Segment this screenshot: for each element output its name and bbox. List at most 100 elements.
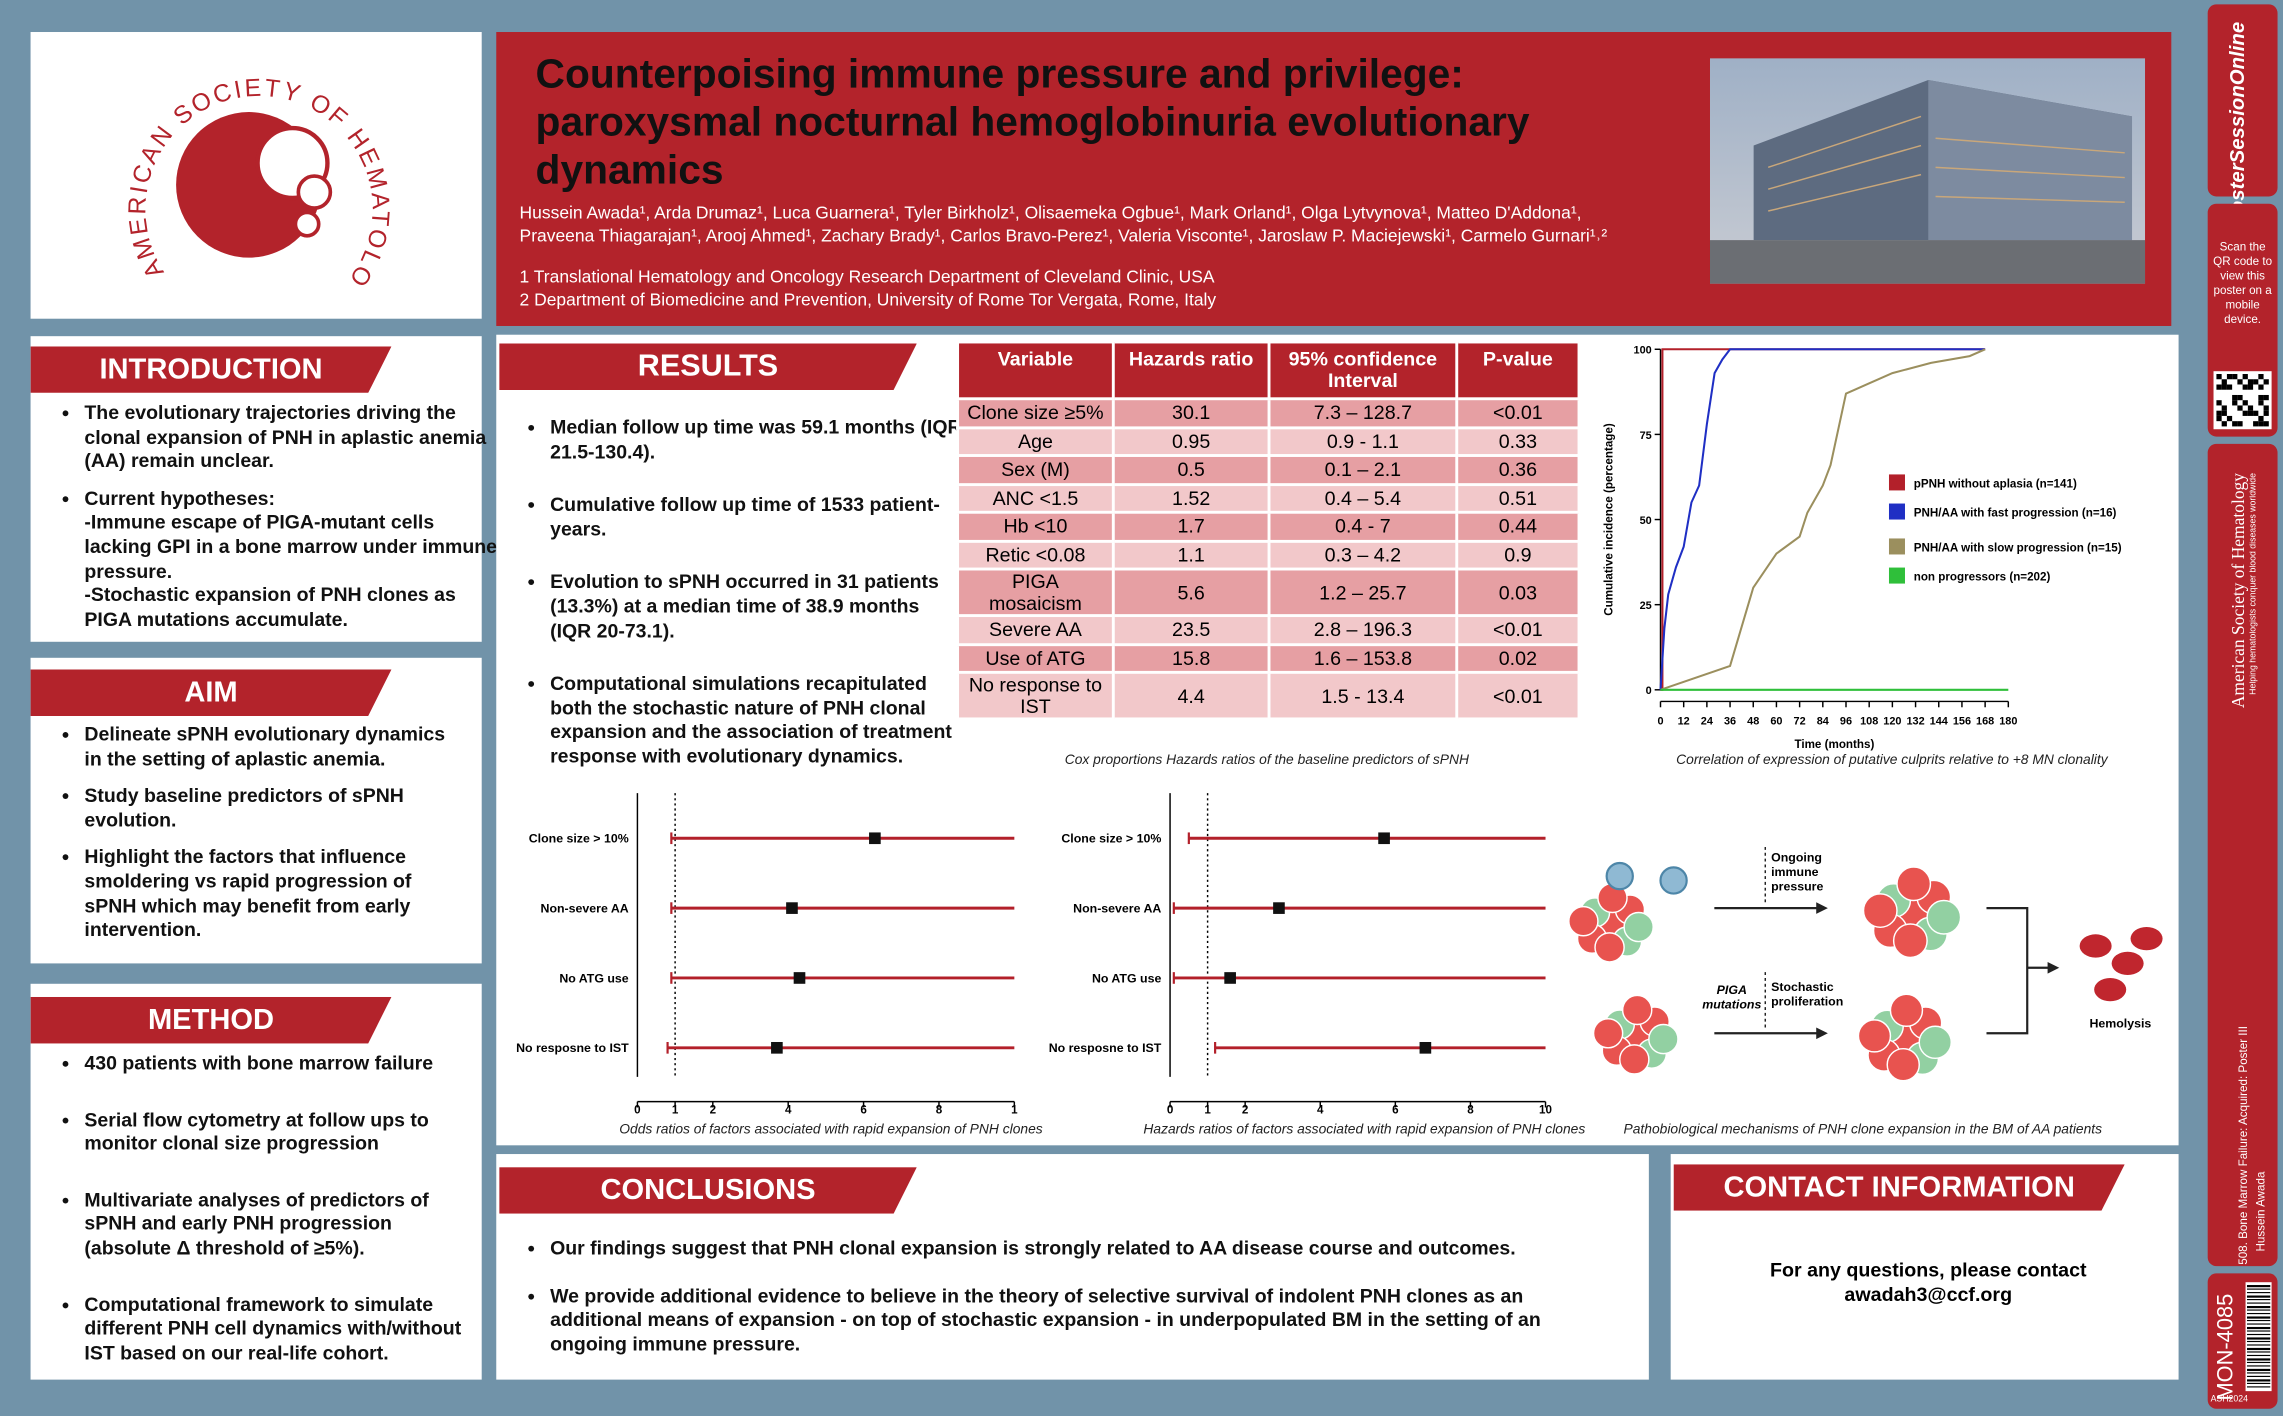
cell — [1621, 994, 1653, 1026]
table-cell: 0.9 - 1.1 — [1267, 425, 1459, 457]
bullet: Study baseline predictors of sPNH evolut… — [84, 785, 462, 833]
qr-module — [2216, 410, 2222, 416]
table-cell: 5.6 — [1111, 567, 1271, 618]
x-tick-label: 72 — [1794, 716, 1806, 728]
qr-module — [2226, 415, 2233, 422]
bar-stripe — [2246, 1375, 2271, 1378]
bar-stripe — [2246, 1330, 2271, 1332]
legend-swatch — [1888, 474, 1905, 491]
estimate — [1378, 832, 1390, 845]
logo-panel: AMERICAN SOCIETY OF HEMATOLOGY — [21, 11, 482, 319]
id-strip: MON-4085 ASH2024 — [2207, 1273, 2278, 1409]
category-label: No ATG use — [1092, 971, 1161, 985]
cell — [1918, 1025, 1952, 1060]
table-cell: 4.4 — [1111, 670, 1271, 721]
bar-stripe — [2246, 1365, 2271, 1367]
affiliations: 1 Translational Hematology and Oncology … — [520, 265, 1713, 312]
logo-cell — [296, 174, 333, 210]
line — [1767, 144, 1922, 190]
qr-module — [2221, 410, 2227, 416]
table-cell: 1.1 — [1111, 539, 1271, 571]
table-cell: 15.8 — [1111, 642, 1271, 674]
x-tick-label: 120 — [1883, 716, 1901, 728]
qr-module — [2258, 384, 2264, 390]
table-row: Severe AA 23.5 2.8 – 196.3 <0.01 — [956, 614, 1581, 646]
cell-clusters — [1568, 861, 2163, 1082]
title: Counterpoising immune pressure and privi… — [535, 50, 1530, 193]
table-cell: <0.01 — [1455, 670, 1581, 721]
qr-module — [2232, 400, 2238, 406]
x-tick-label: 2 — [710, 1103, 716, 1116]
bullet: Evolution to sPNH occurred in 31 patient… — [550, 571, 965, 643]
header-row: Variable Hazards ratio 95% confidence Inte… — [956, 340, 1581, 401]
table-row: Age 0.95 0.9 - 1.1 0.33 — [956, 425, 1581, 457]
section-heading: CONTACT INFORMATION — [1674, 1164, 2125, 1211]
barcode-bg — [2245, 1282, 2272, 1392]
category-label: Non-severe AA — [1073, 901, 1161, 915]
conclusions-list: Our findings suggest that PNH clonal exp… — [527, 1237, 1598, 1380]
cell — [1892, 923, 1928, 959]
table-cell: 0.4 - 7 — [1267, 510, 1459, 543]
bar-stripe — [2246, 1302, 2271, 1304]
method-list: 430 patients with bone marrow failure Ser… — [61, 1052, 466, 1397]
x-tick-label: 2 — [1242, 1103, 1248, 1116]
sub-point: -Immune escape of PIGA-mutant cells lack… — [84, 511, 497, 582]
table-row: No response to IST 4.4 1.5 - 13.4 <0.01 — [956, 670, 1581, 721]
bar-stripe — [2246, 1382, 2271, 1384]
bullet: Current hypotheses:-Immune escape of PIG… — [84, 487, 499, 632]
category-label: No resposne to IST — [516, 1041, 629, 1055]
authors: Hussein Awada¹, Arda Drumaz¹, Luca Guarn… — [520, 201, 1713, 248]
x-tick-label: 1 — [672, 1103, 679, 1116]
affiliation: 1 Translational Hematology and Oncology … — [519, 266, 1215, 287]
legend-label: non progressors (n=202) — [1914, 571, 2051, 584]
x-tick-label: 132 — [1906, 716, 1924, 728]
table-cell: 23.5 — [1111, 614, 1271, 646]
caption: Hazards ratios of factors associated wit… — [1143, 1122, 1586, 1139]
results-list: Median follow up time was 59.1 months (I… — [527, 416, 965, 798]
table-row: Hb <10 1.7 0.4 - 7 0.44 — [956, 510, 1581, 543]
qr-module — [2247, 405, 2254, 411]
table-cell: 0.9 — [1455, 539, 1581, 571]
table-cell: 0.3 – 4.2 — [1267, 539, 1459, 571]
table-cell: 0.5 — [1111, 454, 1271, 486]
section-heading: AIM — [31, 669, 392, 716]
arrow-head — [1816, 902, 1828, 914]
qr-module — [2258, 374, 2264, 380]
x-tick-label: 6 — [860, 1103, 867, 1116]
x-tick-label: 1 — [1204, 1103, 1211, 1116]
estimate — [786, 902, 798, 914]
building-side — [1928, 80, 2133, 241]
caption: Correlation of expression of putative cu… — [1676, 752, 2108, 769]
bar-stripe — [2246, 1292, 2271, 1294]
qr-module — [2216, 374, 2222, 380]
t-cell — [1605, 861, 1634, 891]
y-tick-label: 50 — [1640, 515, 1652, 527]
table-cell: Use of ATG — [956, 642, 1115, 674]
qr-module — [2221, 379, 2227, 385]
line — [1935, 137, 2125, 154]
table-cell: 1.2 – 25.7 — [1267, 567, 1459, 618]
qr-module — [2263, 405, 2269, 411]
diagram-label: Ongoing immune pressure — [1771, 849, 1824, 894]
x-tick-label: 48 — [1747, 716, 1759, 728]
bullet: Highlight the factors that influence smo… — [84, 846, 462, 943]
category-label: Clone size > 10% — [1061, 832, 1161, 846]
table-cell: 0.03 — [1455, 567, 1581, 618]
cell — [1648, 1023, 1679, 1055]
column-header: 95% confidence Interval — [1267, 340, 1459, 401]
bullet: Delineate sPNH evolutionary dynamics in … — [84, 723, 462, 771]
qr-module — [2237, 379, 2243, 385]
y-tick-label: 75 — [1640, 430, 1652, 442]
diagram-label: Stochastic proliferation — [1771, 979, 1844, 1009]
line — [1767, 115, 1922, 169]
qr-module — [2253, 379, 2259, 385]
estimate — [1273, 902, 1285, 914]
table-cell: Hb <10 — [956, 510, 1115, 543]
legend-label: PNH/AA with slow progression (n=15) — [1914, 542, 2122, 555]
qr-module — [2263, 379, 2269, 385]
bar-stripe — [2246, 1299, 2271, 1301]
x-tick-label: 6 — [1392, 1103, 1399, 1116]
bar-stripe — [2246, 1372, 2271, 1374]
column-header: P-value — [1455, 340, 1581, 401]
